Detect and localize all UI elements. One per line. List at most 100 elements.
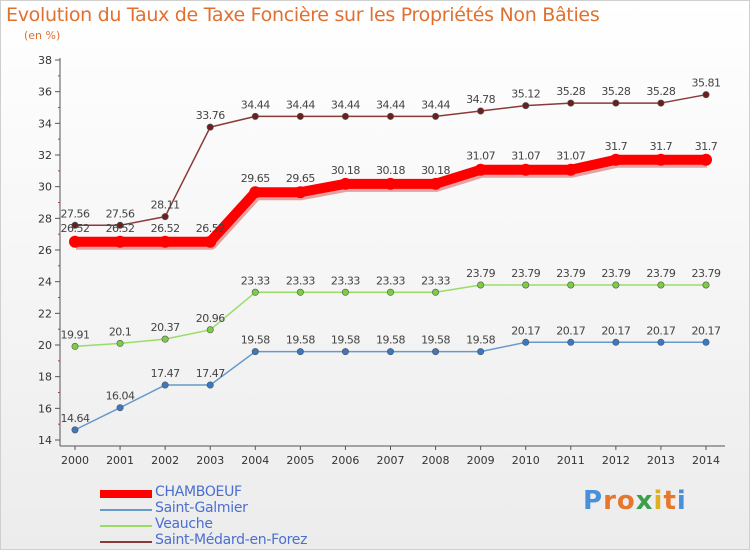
data-point-saint-medard-en-forez: [477, 107, 485, 115]
data-point-saint-galmier: [612, 338, 620, 346]
x-tick-label: 2013: [647, 454, 675, 467]
chart-title: Evolution du Taux de Taxe Foncière sur l…: [6, 4, 600, 26]
y-tick-label: 20: [38, 339, 52, 352]
data-label-saint-medard-en-forez: 27.56: [106, 207, 135, 220]
data-point-saint-galmier: [386, 348, 394, 356]
data-point-saint-galmier: [206, 381, 214, 389]
x-tick-label: 2009: [467, 454, 495, 467]
x-tick-label: 2011: [557, 454, 585, 467]
data-label-veauche: 23.33: [241, 274, 270, 287]
data-label-saint-galmier: 19.58: [466, 334, 495, 347]
data-label-saint-galmier: 20.17: [646, 324, 675, 337]
data-point-saint-galmier: [522, 338, 530, 346]
data-point-chamboeuf: [609, 153, 622, 166]
data-label-saint-galmier: 19.58: [331, 334, 360, 347]
data-point-saint-galmier: [341, 348, 349, 356]
legend-swatch-saint-medard: [100, 541, 152, 543]
data-label-saint-medard-en-forez: 35.81: [692, 77, 721, 90]
chart-unit-label: (en %): [24, 29, 61, 42]
data-point-chamboeuf: [339, 177, 352, 190]
data-point-veauche: [116, 339, 124, 347]
data-label-chamboeuf: 31.7: [650, 140, 673, 153]
data-label-veauche: 23.79: [646, 267, 675, 280]
data-point-saint-medard-en-forez: [432, 112, 440, 120]
y-tick-label: 28: [38, 212, 52, 225]
data-point-chamboeuf: [204, 235, 217, 248]
data-point-saint-galmier: [71, 426, 79, 434]
x-tick-label: 2002: [151, 454, 179, 467]
data-point-veauche: [341, 288, 349, 296]
data-point-veauche: [657, 281, 665, 289]
data-point-saint-galmier: [116, 404, 124, 412]
data-point-saint-galmier: [567, 338, 575, 346]
data-label-chamboeuf: 29.65: [241, 172, 270, 185]
y-tick-label: 30: [38, 181, 52, 194]
data-point-saint-galmier: [702, 338, 710, 346]
data-label-veauche: 23.79: [601, 267, 630, 280]
x-tick-label: 2007: [377, 454, 405, 467]
y-tick-label: 16: [38, 402, 52, 415]
data-label-chamboeuf: 31.7: [695, 140, 718, 153]
data-label-veauche: 23.79: [511, 267, 540, 280]
data-point-saint-medard-en-forez: [206, 123, 214, 131]
logo-letter: t: [663, 486, 677, 516]
data-label-chamboeuf: 31.07: [556, 150, 585, 163]
data-point-veauche: [296, 288, 304, 296]
data-label-veauche: 23.79: [692, 267, 721, 280]
data-label-veauche: 23.33: [376, 274, 405, 287]
data-point-saint-medard-en-forez: [71, 221, 79, 229]
data-label-saint-medard-en-forez: 34.44: [331, 98, 360, 111]
data-label-veauche: 23.79: [466, 267, 495, 280]
data-point-saint-medard-en-forez: [657, 99, 665, 107]
data-point-veauche: [206, 326, 214, 334]
data-label-chamboeuf: 31.7: [605, 140, 628, 153]
data-label-veauche: 23.79: [556, 267, 585, 280]
data-point-veauche: [161, 335, 169, 343]
data-point-saint-medard-en-forez: [341, 112, 349, 120]
x-tick-label: 2010: [512, 454, 540, 467]
data-label-saint-medard-en-forez: 34.44: [421, 98, 450, 111]
data-point-saint-medard-en-forez: [251, 112, 259, 120]
data-point-saint-medard-en-forez: [612, 99, 620, 107]
data-label-chamboeuf: 30.18: [421, 164, 450, 177]
data-label-veauche: 20.1: [109, 325, 132, 338]
legend-label-chamboeuf: CHAMBOEUF: [155, 484, 242, 500]
data-point-saint-galmier: [477, 348, 485, 356]
y-tick-label: 14: [38, 434, 52, 447]
data-point-chamboeuf: [114, 235, 127, 248]
data-label-saint-galmier: 17.47: [196, 367, 225, 380]
data-point-veauche: [386, 288, 394, 296]
data-point-saint-medard-en-forez: [522, 102, 530, 110]
data-label-chamboeuf: 30.18: [376, 164, 405, 177]
y-tick-label: 18: [38, 371, 52, 384]
data-point-veauche: [702, 281, 710, 289]
data-label-veauche: 23.33: [286, 274, 315, 287]
data-label-chamboeuf: 31.07: [511, 150, 540, 163]
x-tick-label: 2000: [61, 454, 89, 467]
legend-label-veauche: Veauche: [155, 516, 213, 532]
logo-letter: i: [653, 486, 664, 516]
data-label-saint-galmier: 20.17: [556, 324, 585, 337]
legend-swatch-saint-galmier: [100, 509, 152, 511]
data-label-chamboeuf: 26.52: [106, 222, 135, 235]
data-label-veauche: 20.96: [196, 312, 225, 325]
data-label-saint-galmier: 17.47: [151, 367, 180, 380]
data-label-veauche: 20.37: [151, 321, 180, 334]
legend-label-saint-galmier: Saint-Galmier: [155, 500, 248, 516]
data-label-saint-medard-en-forez: 34.44: [376, 98, 405, 111]
data-label-saint-medard-en-forez: 35.12: [511, 88, 540, 101]
x-tick-label: 2008: [422, 454, 450, 467]
logo-letter: P: [583, 486, 604, 516]
x-tick-label: 2006: [331, 454, 359, 467]
x-tick-label: 2012: [602, 454, 630, 467]
data-point-veauche: [522, 281, 530, 289]
data-point-chamboeuf: [564, 163, 577, 176]
data-point-chamboeuf: [159, 235, 172, 248]
data-point-chamboeuf: [384, 177, 397, 190]
data-point-veauche: [71, 342, 79, 350]
data-point-saint-medard-en-forez: [386, 112, 394, 120]
data-label-chamboeuf: 29.65: [286, 172, 315, 185]
y-tick-label: 24: [38, 276, 52, 289]
logo-letter: r: [603, 486, 617, 516]
